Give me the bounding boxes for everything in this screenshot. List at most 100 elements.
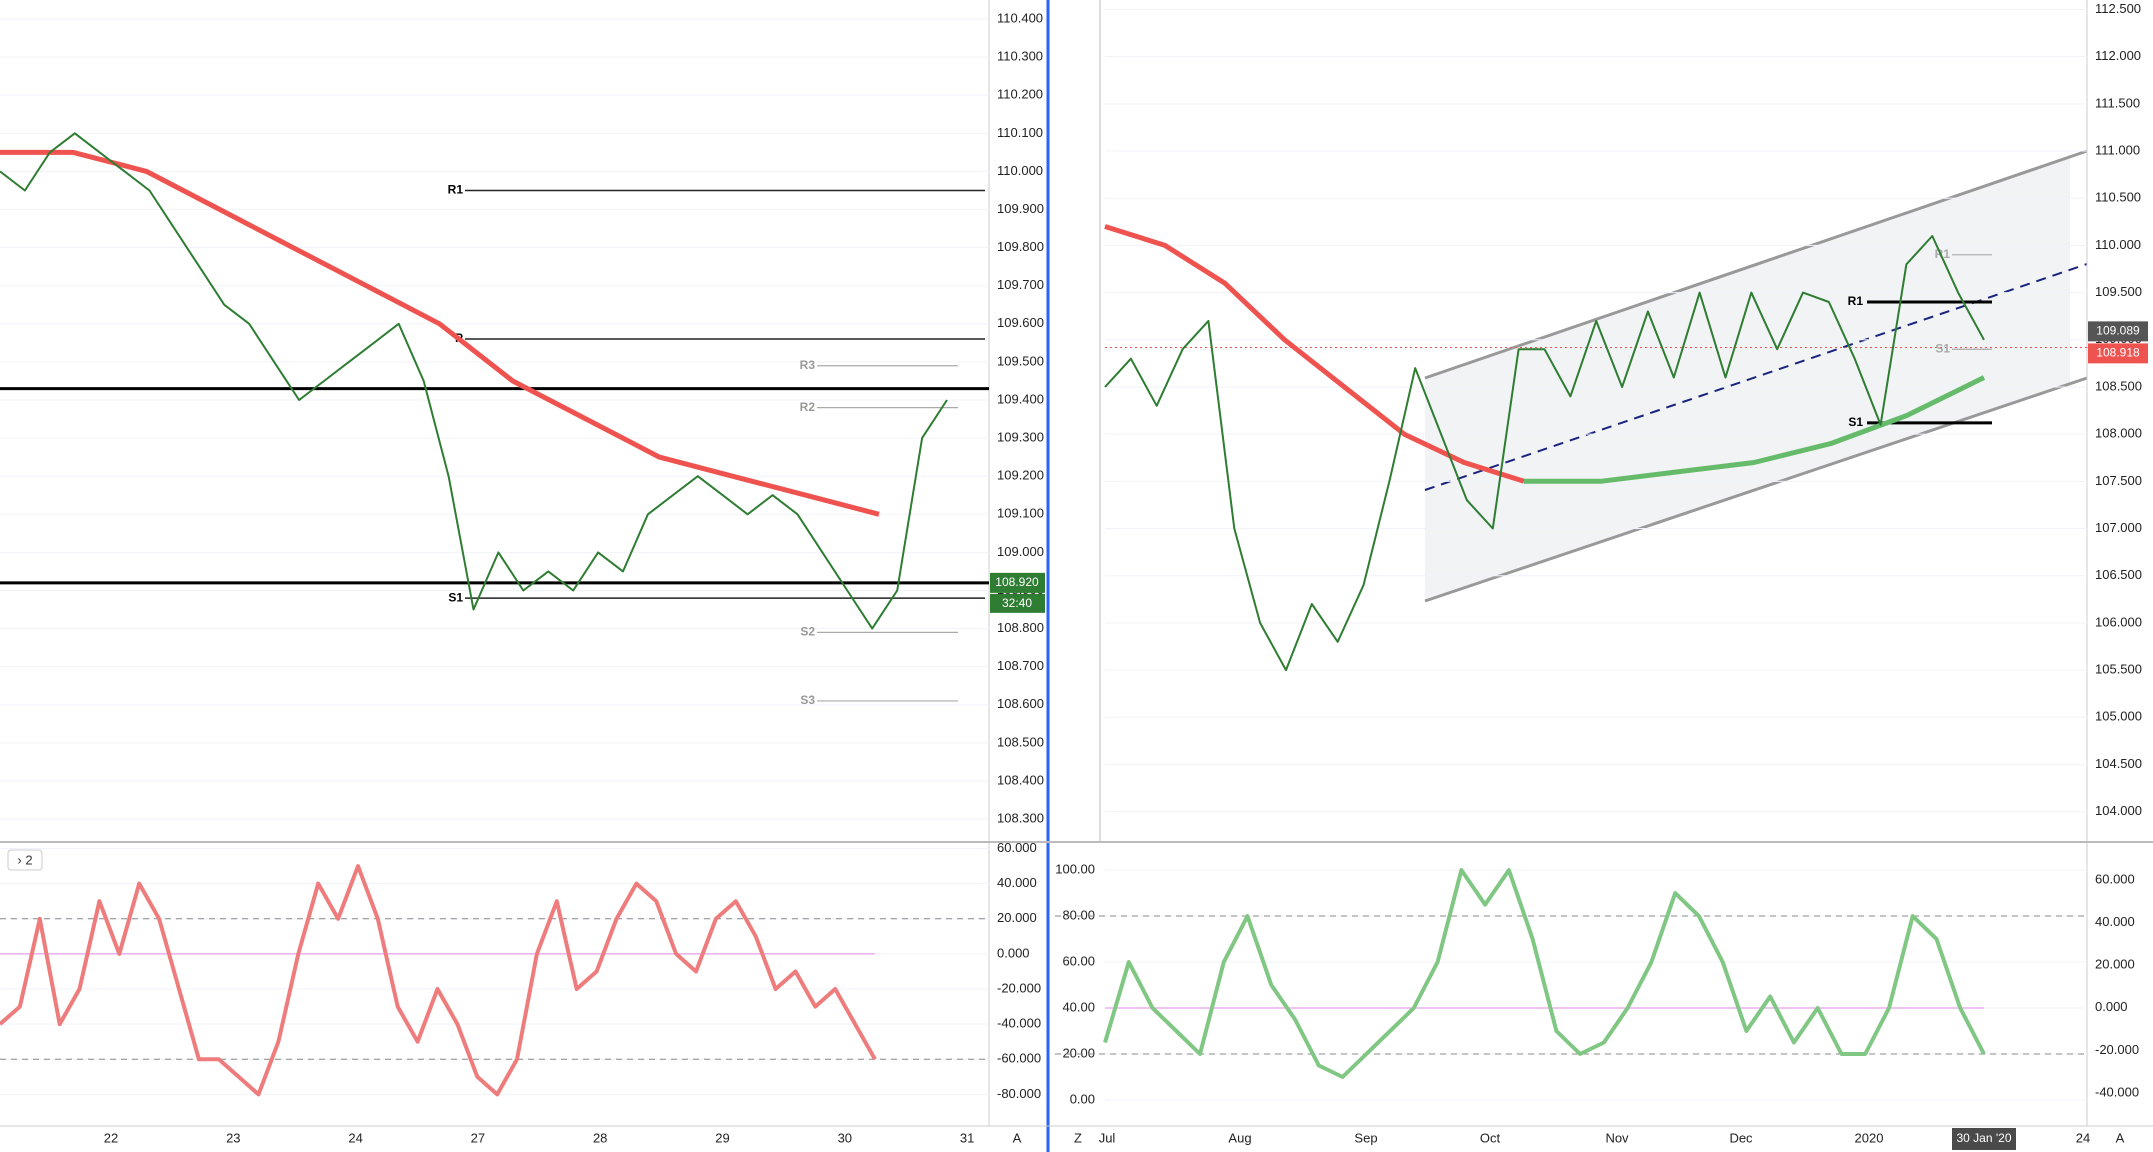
y-tick-label: 0.00 <box>1070 1091 1095 1106</box>
price-line <box>0 132 948 630</box>
y-tick-label: 108.400 <box>997 772 1044 787</box>
y-tick-label: 108.000 <box>2095 426 2142 441</box>
y-tick-label: 110.500 <box>2095 190 2141 205</box>
moving-average <box>1104 224 1525 484</box>
axis-corner[interactable]: Z <box>1074 1130 1082 1145</box>
y-tick-label: 111.500 <box>2095 95 2140 110</box>
y-tick-label: 108.700 <box>997 658 1044 673</box>
y-tick-label: -40.000 <box>997 1016 1041 1031</box>
channel-lower <box>1424 376 2088 603</box>
y-tick-label: 108.500 <box>2095 378 2142 393</box>
y-tick-label: 108.800 <box>997 620 1044 635</box>
pivot-label: S1 <box>1935 341 1950 355</box>
x-tick-label: 24 <box>348 1130 362 1145</box>
price-badge <box>2088 321 2148 342</box>
price-badge <box>990 572 1045 593</box>
y-tick-label: 109.500 <box>997 353 1044 368</box>
x-tick-label: 30 <box>838 1130 852 1145</box>
y-tick-label: -40.000 <box>2095 1084 2139 1099</box>
y-tick-label: 110.300 <box>997 49 1043 64</box>
pivot-label: S2 <box>800 625 815 639</box>
y-tick-label: 106.500 <box>2095 567 2142 582</box>
y-tick-label: 110.000 <box>997 163 1043 178</box>
pivot-label: S1 <box>448 590 463 604</box>
y-tick-label: 109.800 <box>997 239 1044 254</box>
y-tick-label: 107.000 <box>2095 520 2142 535</box>
y-tick-label: 104.000 <box>2095 803 2142 818</box>
oscillator-line <box>1103 868 1986 1079</box>
y-tick-label: 109.600 <box>997 315 1044 330</box>
y-tick-label: 109.500 <box>2095 284 2142 299</box>
x-tick-label: 2020 <box>1855 1130 1884 1145</box>
y-tick-label: 108.300 <box>997 810 1044 825</box>
x-tick-label: Sep <box>1354 1130 1377 1145</box>
y-tick-label: 0.000 <box>997 945 1030 960</box>
y-tick-label: 112.500 <box>2095 1 2141 16</box>
y-tick-label: 109.400 <box>997 391 1044 406</box>
x-tick-label: 27 <box>471 1130 485 1145</box>
y-tick-label: -80.000 <box>997 1086 1041 1101</box>
x-tick-label: 22 <box>104 1130 118 1145</box>
y-tick-label: -60.000 <box>997 1051 1041 1066</box>
pivot-label: R3 <box>800 358 816 372</box>
x-tick-label: Aug <box>1228 1130 1251 1145</box>
axis-corner[interactable]: A <box>1013 1130 1022 1145</box>
price-line <box>1104 235 1985 672</box>
y-tick-label: 104.500 <box>2095 756 2142 771</box>
y-tick-label: 110.400 <box>997 10 1043 25</box>
y-tick-label: 80.00 <box>1062 907 1095 922</box>
x-tick-label: Oct <box>1480 1130 1501 1145</box>
y-tick-label: 105.500 <box>2095 662 2142 677</box>
countdown-label: 32:40 <box>1002 596 1032 610</box>
countdown-badge <box>990 593 1045 613</box>
y-tick-label: 107.500 <box>2095 473 2142 488</box>
cursor-time-label: 30 Jan '20 <box>1956 1131 2011 1145</box>
moving-average <box>1524 375 1986 484</box>
y-tick-label: 106.000 <box>2095 614 2142 629</box>
x-tick-label: 31 <box>960 1130 974 1145</box>
pivot-label: R1 <box>1848 294 1864 308</box>
pivot-label: S3 <box>800 693 815 707</box>
y-tick-label: 60.000 <box>997 840 1037 855</box>
price-badge-label: 109.089 <box>2096 324 2140 338</box>
y-tick-label: 111.000 <box>2095 142 2140 157</box>
y-tick-label: 20.000 <box>2095 957 2135 972</box>
x-tick-label: 28 <box>593 1130 607 1145</box>
x-tick-label: Jul <box>1099 1130 1116 1145</box>
y-tick-label: 109.900 <box>997 201 1044 216</box>
y-tick-label: 40.000 <box>997 875 1037 890</box>
x-tick-label: Dec <box>1729 1130 1753 1145</box>
y-tick-label: 20.00 <box>1062 1045 1095 1060</box>
price-badge <box>2088 343 2148 364</box>
cursor-time-badge <box>1952 1128 2016 1150</box>
y-tick-label: 100.00 <box>1055 862 1095 877</box>
y-tick-label: 40.00 <box>1062 999 1095 1014</box>
y-tick-label: 108.600 <box>997 696 1044 711</box>
pivot-label: R2 <box>800 400 816 414</box>
x-tick-label: 29 <box>715 1130 729 1145</box>
y-tick-label: 110.000 <box>2095 237 2141 252</box>
y-tick-label: 110.200 <box>997 87 1043 102</box>
axis-corner[interactable]: A <box>2116 1130 2125 1145</box>
y-tick-label: 105.000 <box>2095 709 2142 724</box>
moving-average <box>0 149 880 517</box>
pivot-label: S1 <box>1848 415 1863 429</box>
oscillator-line <box>0 864 877 1097</box>
y-tick-label: 0.000 <box>2095 999 2128 1014</box>
y-tick-label: 110.100 <box>997 125 1043 140</box>
y-tick-label: 40.000 <box>2095 914 2135 929</box>
collapse-button-label[interactable]: › 2 <box>17 852 32 867</box>
y-tick-label: 20.000 <box>997 910 1037 925</box>
y-tick-label: 109.300 <box>997 430 1044 445</box>
y-tick-label: 109.700 <box>997 277 1044 292</box>
y-tick-label: 108.500 <box>997 734 1044 749</box>
y-tick-label: 109.000 <box>997 544 1044 559</box>
collapse-button[interactable] <box>7 849 43 871</box>
y-tick-label: 60.000 <box>2095 871 2135 886</box>
y-tick-label: 60.00 <box>1062 953 1095 968</box>
y-tick-label: -20.000 <box>2095 1042 2139 1057</box>
x-tick-label: 23 <box>226 1130 240 1145</box>
price-badge-label: 108.918 <box>2096 346 2140 360</box>
